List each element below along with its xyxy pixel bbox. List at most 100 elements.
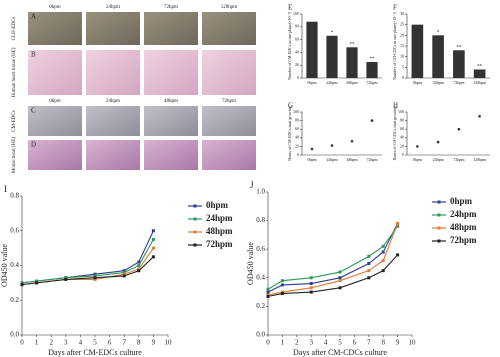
row-label: Mouse heart (HE) xyxy=(12,137,17,173)
y-tick-label: 1.0 xyxy=(256,188,265,196)
column-header: 0hpm xyxy=(49,99,61,104)
y-tick-label: 100 xyxy=(293,109,299,114)
y-tick-label: 60 xyxy=(295,126,299,131)
point xyxy=(457,127,461,131)
x-tick-label: 3 xyxy=(309,339,313,347)
column-header: 48hpm xyxy=(164,99,178,104)
photo xyxy=(86,106,140,136)
y-tick-label: 80 xyxy=(295,118,299,123)
point xyxy=(478,115,481,118)
y-axis-label: OD450 value xyxy=(0,244,9,287)
bar xyxy=(326,35,338,78)
series-line xyxy=(21,247,154,286)
y-tick-label: 0 xyxy=(297,75,299,80)
photo xyxy=(202,106,256,136)
photo xyxy=(28,12,82,45)
point xyxy=(310,147,314,151)
marker xyxy=(122,269,126,273)
x-tick-label: 0 xyxy=(266,339,270,347)
x-tick-label: 10 xyxy=(165,339,173,347)
marker xyxy=(309,276,313,280)
marker xyxy=(266,294,270,298)
x-tick-label: 0hpm xyxy=(307,80,317,85)
x-tick-label: 120hpm xyxy=(473,157,487,162)
legend-label: 24hpm xyxy=(206,213,233,223)
x-tick-label: 0hpm xyxy=(307,157,317,162)
y-tick-label: 40 xyxy=(400,135,404,140)
significance: ** xyxy=(370,57,376,62)
photo xyxy=(202,140,256,170)
bar xyxy=(432,35,444,78)
y-tick-label: 0.0 xyxy=(10,331,19,339)
y-tick-label: 100 xyxy=(398,109,404,114)
y-tick-label: 0.6 xyxy=(256,245,265,253)
legend-label: 72hpm xyxy=(450,235,477,245)
y-axis-label: Hours of CH-CDCs start growing xyxy=(392,107,397,161)
series-line xyxy=(21,239,154,284)
column-header: 24hpm xyxy=(106,99,120,104)
x-tick-label: 2 xyxy=(49,339,53,347)
x-tick-label: 0hpm xyxy=(413,157,423,162)
legend-marker xyxy=(193,217,197,221)
marker xyxy=(338,286,342,290)
y-tick-label: 30 xyxy=(400,11,404,16)
marker xyxy=(280,283,284,287)
marker xyxy=(381,244,385,248)
marker xyxy=(309,290,313,294)
x-tick-label: 72hpm xyxy=(366,80,378,85)
bar xyxy=(306,21,318,78)
bar xyxy=(473,69,486,78)
panel-letter: C xyxy=(31,107,36,115)
marker xyxy=(381,250,385,254)
marker xyxy=(122,272,126,276)
column-header: 120hpm xyxy=(221,5,238,10)
legend-marker xyxy=(193,204,197,208)
point xyxy=(330,144,334,147)
panel-letter: J xyxy=(250,180,254,190)
y-tick-label: 20 xyxy=(400,32,404,37)
marker xyxy=(93,272,97,276)
legend-label: 0hpm xyxy=(450,196,473,206)
marker xyxy=(309,282,313,286)
marker xyxy=(280,279,284,283)
marker xyxy=(396,221,400,225)
x-tick-label: 4 xyxy=(324,339,328,347)
panel-letter: G xyxy=(288,102,293,110)
y-tick-label: 20 xyxy=(295,62,299,67)
x-tick-label: 24hpm xyxy=(326,157,338,162)
legend-marker xyxy=(437,226,441,230)
x-tick-label: 48hpm xyxy=(346,80,358,85)
column-header: 24hpm xyxy=(106,5,120,10)
x-tick-label: 6 xyxy=(108,339,112,347)
x-tick-label: 2 xyxy=(295,339,299,347)
marker xyxy=(93,276,97,280)
photo xyxy=(144,140,198,170)
marker xyxy=(64,277,68,281)
column-header: 72hpm xyxy=(164,5,178,10)
marker xyxy=(367,269,371,273)
marker xyxy=(64,276,68,280)
legend-label: 48hpm xyxy=(206,226,233,236)
legend-marker xyxy=(437,200,441,204)
panel-letter: H xyxy=(393,102,398,110)
y-tick-label: 10 xyxy=(400,54,404,59)
y-tick-label: 15 xyxy=(400,43,404,48)
significance: ** xyxy=(456,45,462,50)
x-tick-label: 5 xyxy=(93,339,97,347)
x-tick-label: 24hpm xyxy=(433,80,445,85)
point xyxy=(436,140,440,144)
row-label: Human heart tissue (HE) xyxy=(12,47,17,97)
y-tick-label: 0.6 xyxy=(10,226,19,234)
x-tick-label: 1 xyxy=(35,339,39,347)
photo xyxy=(28,50,82,95)
marker xyxy=(367,276,371,280)
significance: * xyxy=(331,31,334,36)
marker xyxy=(396,224,400,228)
y-axis-label: Hours of CM-EDCs start growing xyxy=(287,106,292,160)
x-tick-label: 9 xyxy=(152,339,156,347)
column-header: 72hpm xyxy=(222,99,236,104)
point xyxy=(416,145,419,148)
x-tick-label: 72hpm xyxy=(366,157,378,162)
series-line xyxy=(21,230,154,284)
photo xyxy=(28,140,82,170)
